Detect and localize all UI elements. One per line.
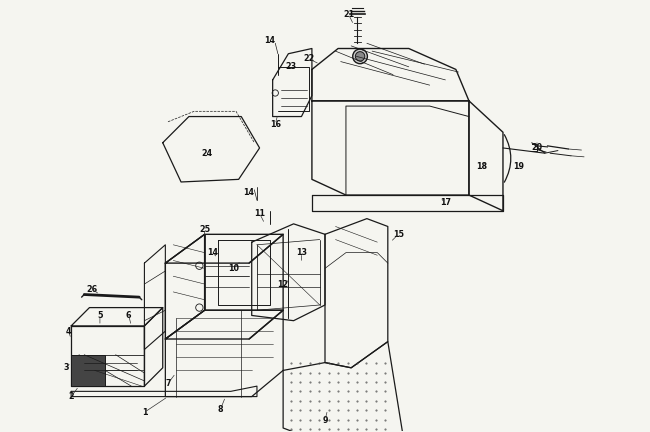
Text: 7: 7 [165,379,171,388]
Text: 11: 11 [254,209,265,218]
Text: 12: 12 [278,280,289,289]
Text: 19: 19 [513,162,524,171]
Text: 1: 1 [142,408,147,417]
Text: 22: 22 [304,54,315,64]
Text: 14: 14 [244,188,255,197]
Text: 16: 16 [270,120,281,129]
Text: 2: 2 [68,392,74,401]
Text: 8: 8 [218,405,223,414]
Text: 5: 5 [97,311,103,320]
Circle shape [353,49,367,64]
Text: 9: 9 [322,416,328,425]
Text: 4: 4 [66,327,72,336]
Text: 3: 3 [63,363,69,372]
Circle shape [356,52,365,61]
Text: 14: 14 [207,248,218,257]
Text: 6: 6 [126,311,131,320]
Text: 15: 15 [393,230,404,239]
Text: 10: 10 [228,264,239,273]
Text: 14: 14 [265,36,276,45]
Text: 24: 24 [202,149,213,158]
Bar [71,355,105,386]
Text: 17: 17 [440,198,451,207]
Text: 18: 18 [476,162,488,171]
Text: 25: 25 [199,225,210,234]
Text: 13: 13 [296,248,307,257]
Text: 23: 23 [285,62,296,71]
Text: 21: 21 [343,10,354,19]
Text: 20: 20 [532,143,543,152]
Text: 26: 26 [86,285,98,294]
